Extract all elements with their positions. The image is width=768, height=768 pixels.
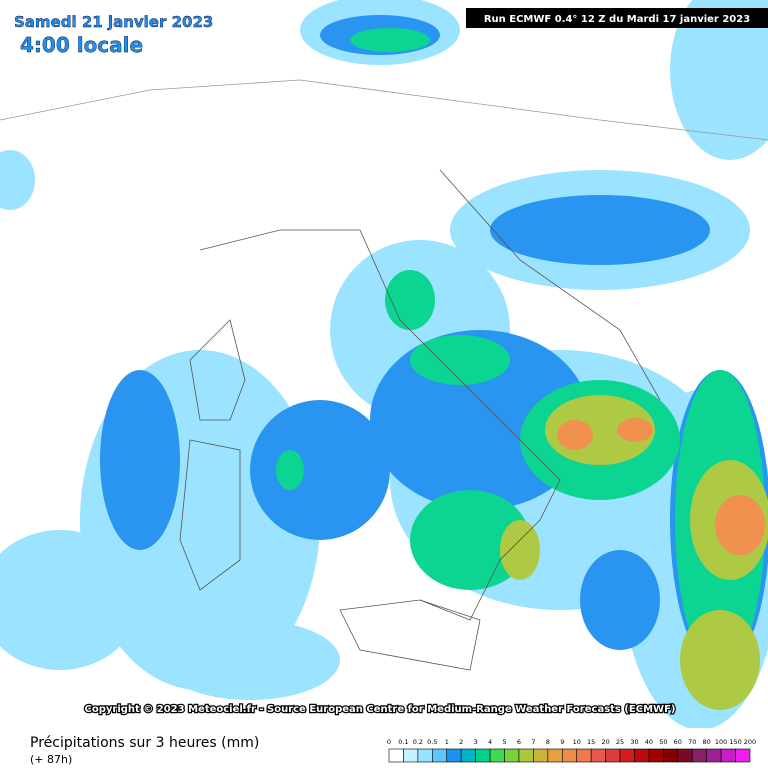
scale-label: 0.5 (427, 738, 437, 746)
scale-box (691, 748, 707, 763)
scale-box (735, 748, 751, 763)
scale-label: 200 (744, 738, 756, 746)
scale-box (475, 748, 491, 763)
scale-box (547, 748, 563, 763)
scale-box (403, 748, 419, 763)
legend-title: Précipitations sur 3 heures (mm) (30, 735, 259, 751)
scale-label: 0 (387, 738, 391, 746)
scale-box (460, 748, 476, 763)
scale-box (533, 748, 549, 763)
scale-box (605, 748, 621, 763)
scale-label: 20 (601, 738, 609, 746)
scale-box (648, 748, 664, 763)
scale-label: 1 (445, 738, 449, 746)
coastlines (0, 79, 768, 671)
run-info: Run ECMWF 0.4° 12 Z du Mardi 17 janvier … (484, 14, 750, 25)
scale-box (677, 748, 693, 763)
scale-box (561, 748, 578, 763)
run-box (466, 8, 768, 28)
copyright: Copyright © 2023 Meteociel.fr - Source E… (85, 704, 676, 715)
scale-box (634, 748, 650, 763)
scale-label: 6 (517, 738, 521, 746)
scale-label: 100 (715, 738, 727, 746)
scale-label: 7 (531, 738, 535, 746)
scale-label: 8 (546, 738, 550, 746)
scale-box (590, 748, 606, 763)
scale-label: 80 (703, 738, 711, 746)
date: Samedi 21 janvier 2023 (14, 13, 213, 31)
scale-box (576, 748, 592, 763)
scale-box (504, 748, 520, 763)
scale-box (446, 748, 462, 763)
lead-time: (+ 87h) (30, 753, 72, 766)
scale-label: 4 (488, 738, 492, 746)
scale-label: 10 (573, 738, 581, 746)
scale-box (706, 748, 722, 763)
scale-box (388, 748, 404, 763)
scale-label: 2 (459, 738, 463, 746)
scale-label: 25 (616, 738, 624, 746)
scale-box (417, 748, 433, 763)
scale-label: 70 (688, 738, 696, 746)
scale-label: 0.2 (413, 738, 423, 746)
scale-box (489, 748, 505, 763)
color-scale: 0 0.1 0.2 0.5 1 2 3 4 5 6 7 8 9 10 15 20 25 30 40 50 60 70 80 1… (387, 738, 756, 763)
precipitation (0, 0, 768, 730)
scale-label: 50 (659, 738, 667, 746)
scale-label: 15 (587, 738, 595, 746)
scale-label: 150 (729, 738, 741, 746)
scale-label: 9 (560, 738, 564, 746)
scale-label: 60 (674, 738, 682, 746)
scale-label: 3 (474, 738, 478, 746)
scale-box (663, 748, 679, 763)
scale-box (432, 748, 448, 763)
scale-box (619, 748, 635, 763)
scale-label: 30 (630, 738, 638, 746)
scale-label: 0.1 (398, 738, 408, 746)
time: 4:00 locale (20, 33, 143, 57)
scale-box (720, 748, 736, 763)
scale-label: 5 (502, 738, 506, 746)
scale-box (518, 748, 534, 763)
scale-label: 40 (645, 738, 653, 746)
